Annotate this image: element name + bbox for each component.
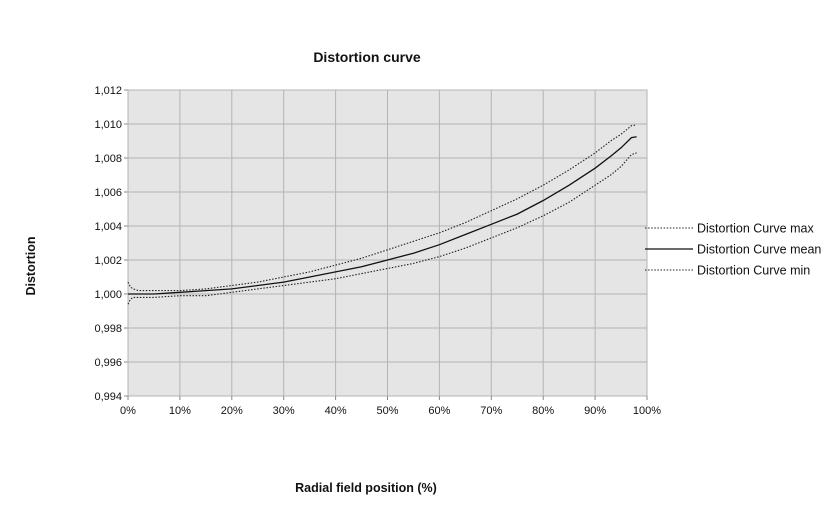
y-tick-label: 1,004 bbox=[94, 221, 122, 233]
y-tick-label: 1,000 bbox=[94, 289, 122, 301]
x-tick-label: 0% bbox=[120, 405, 136, 417]
y-tick-label: 1,008 bbox=[94, 153, 122, 165]
y-tick-label: 0,996 bbox=[94, 357, 122, 369]
legend-label-distortion-curve-max: Distortion Curve max bbox=[697, 222, 814, 236]
y-tick-label: 1,012 bbox=[94, 85, 122, 97]
x-tick-label: 80% bbox=[532, 405, 554, 417]
series-line-distortion-curve-max bbox=[127, 124, 637, 292]
legend-label-distortion-curve-mean: Distortion Curve mean bbox=[697, 243, 821, 257]
x-tick-label: 50% bbox=[376, 405, 398, 417]
x-tick-label: 70% bbox=[480, 405, 502, 417]
x-tick-label: 60% bbox=[428, 405, 450, 417]
x-tick-label: 10% bbox=[169, 405, 191, 417]
y-tick-label: 0,994 bbox=[94, 391, 122, 403]
x-axis-title: Radial field position (%) bbox=[295, 481, 437, 495]
x-tick-label: 20% bbox=[221, 405, 243, 417]
legend-label-distortion-curve-min: Distortion Curve min bbox=[697, 264, 810, 278]
y-tick-label: 1,006 bbox=[94, 187, 122, 199]
chart-title: Distortion curve bbox=[313, 49, 421, 65]
x-tick-label: 100% bbox=[633, 405, 661, 417]
x-tick-label: 40% bbox=[325, 405, 347, 417]
y-tick-label: 0,998 bbox=[94, 323, 122, 335]
series-line-distortion-curve-min bbox=[127, 152, 637, 305]
x-tick-label: 30% bbox=[273, 405, 295, 417]
y-tick-label: 1,002 bbox=[94, 255, 122, 267]
y-tick-label: 1,010 bbox=[94, 119, 122, 131]
series-line-distortion-curve-mean bbox=[128, 136, 637, 295]
y-axis-title: Distortion bbox=[24, 236, 38, 295]
x-tick-label: 90% bbox=[584, 405, 606, 417]
